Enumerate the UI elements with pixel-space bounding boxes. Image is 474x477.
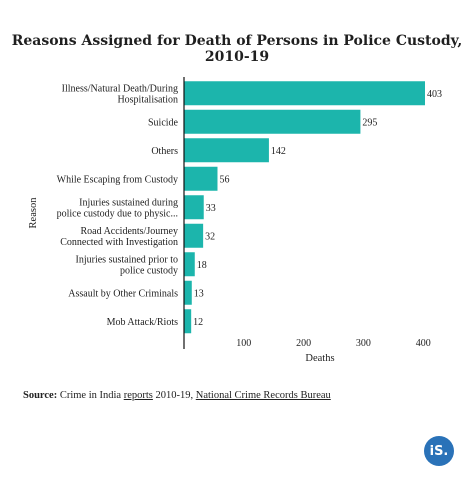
- bar-value-label: 142: [271, 146, 286, 157]
- bar-value-label: 32: [205, 231, 215, 242]
- bar-value-label: 13: [194, 288, 204, 299]
- source-label: Source:: [23, 390, 58, 401]
- category-label: police custody: [120, 265, 178, 276]
- indiaspend-logo: iS.: [424, 436, 454, 466]
- bar-value-label: 56: [219, 174, 229, 185]
- bar: [184, 138, 269, 163]
- source-text: Crime in India: [57, 390, 124, 401]
- x-axis-label: Deaths: [305, 353, 334, 364]
- category-label: Assault by Other Criminals: [68, 288, 178, 299]
- category-label: Hospitalisation: [117, 94, 178, 105]
- bar-chart: 403 Illness/Natural Death/DuringHospitali…: [28, 77, 442, 364]
- bar: [184, 309, 192, 334]
- category-label: Injuries sustained during: [79, 197, 178, 208]
- category-label: While Escaping from Custody: [57, 174, 178, 185]
- bar-value-label: 295: [362, 117, 377, 128]
- bar: [184, 280, 192, 305]
- bar: [184, 195, 204, 220]
- bar: [184, 252, 195, 277]
- bar: [184, 223, 204, 248]
- source-note: Source: Crime in India reports 2010-19, …: [23, 390, 331, 401]
- category-label: Connected with Investigation: [60, 237, 178, 248]
- category-label: Others: [151, 146, 178, 157]
- logo-text: iS.: [429, 443, 449, 459]
- category-label: Road Accidents/Journey: [81, 226, 178, 237]
- y-axis-label: Reason: [28, 197, 39, 229]
- category-label: Injuries sustained prior to: [76, 254, 178, 265]
- x-tick-label: 400: [416, 338, 431, 349]
- category-label: police custody due to physic...: [57, 208, 178, 219]
- bar-value-label: 33: [206, 203, 216, 214]
- bar-value-label: 18: [197, 260, 207, 271]
- reports-link[interactable]: reports: [123, 390, 153, 401]
- x-tick-label: 100: [236, 338, 251, 349]
- chart-title: Reasons Assigned for Death of Persons in…: [11, 33, 463, 65]
- x-tick-label: 200: [296, 338, 311, 349]
- bar-value-label: 12: [193, 317, 203, 328]
- ncrb-link[interactable]: National Crime Records Bureau: [195, 390, 331, 401]
- bar: [184, 166, 218, 191]
- category-label: Mob Attack/Riots: [107, 317, 179, 328]
- bar-value-label: 403: [427, 89, 442, 100]
- source-text-years: 2010-19,: [152, 390, 196, 401]
- bar: [184, 109, 361, 134]
- bar: [184, 81, 425, 106]
- category-label: Illness/Natural Death/During: [62, 83, 178, 94]
- category-label: Suicide: [148, 117, 179, 128]
- x-tick-label: 300: [356, 338, 371, 349]
